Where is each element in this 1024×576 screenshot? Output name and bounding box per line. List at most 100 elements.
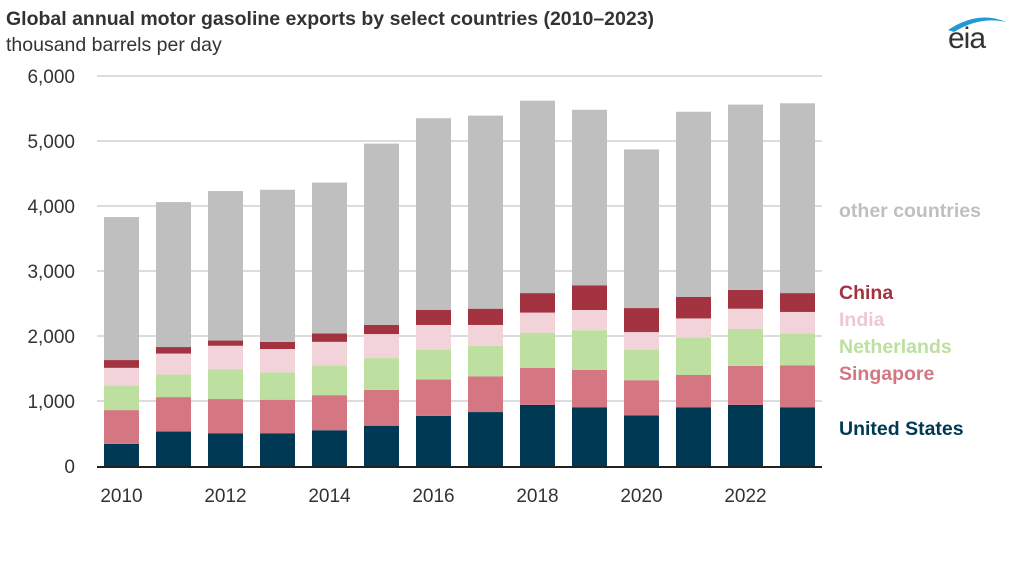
bar-segment-united-states [104,443,139,466]
legend-label: Netherlands [839,336,952,358]
bar-segment-india [104,367,139,386]
x-tick-label: 2018 [516,486,558,507]
bar-segment-china [728,289,763,309]
bar-segment-singapore [520,367,555,405]
bar-segment-singapore [780,365,815,408]
bar-segment-india [260,349,295,373]
bar-segment-united-states [572,407,607,466]
bar-segment-other-countries [156,202,191,348]
bar-segment-united-states [312,430,347,466]
bar-segment-singapore [676,375,711,408]
bar-segment-singapore [364,389,399,426]
bar-segment-other-countries [364,143,399,325]
bar-segment-united-states [520,404,555,466]
legend-label: India [839,309,885,331]
bar-segment-netherlands [468,345,503,377]
bar-segment-other-countries [572,109,607,286]
bar-segment-china [520,293,555,313]
bar-segment-other-countries [416,118,451,310]
y-tick-label: 1,000 [27,392,75,413]
bar-segment-china [260,341,295,349]
chart-title: Global annual motor gasoline exports by … [6,8,655,30]
bar-segment-united-states [416,415,451,466]
bar-segment-china [572,285,607,310]
y-tick-label: 6,000 [27,67,75,88]
bar-segment-united-states [676,407,711,466]
legend-label: other countries [839,200,981,222]
bar-segment-india [728,308,763,329]
bar-segment-netherlands [572,330,607,370]
bar-segment-other-countries [208,191,243,341]
bar-segment-other-countries [260,189,295,342]
bar-segment-netherlands [208,369,243,400]
bar-segment-china [624,308,659,333]
bar-segment-china [208,340,243,346]
bar-segment-united-states [468,412,503,466]
y-tick-label: 4,000 [27,197,75,218]
bar-segment-india [468,324,503,346]
bar-segment-other-countries [104,217,139,361]
x-tick-label: 2012 [204,486,246,507]
bar-segment-other-countries [520,100,555,294]
bar-segment-netherlands [156,374,191,398]
chart-subtitle: thousand barrels per day [6,34,222,56]
bar-segment-netherlands [364,358,399,390]
bar-segment-other-countries [624,149,659,309]
bar-segment-india [312,341,347,366]
bar-segment-india [208,345,243,370]
legend-label: China [839,282,893,304]
bar-segment-india [624,332,659,350]
x-tick-label: 2014 [308,486,351,507]
y-tick-label: 5,000 [27,132,75,153]
bar-segment-singapore [468,376,503,413]
eia-logo: eia [940,8,1010,55]
bar-segment-china [156,347,191,354]
bar-segment-singapore [208,399,243,434]
bar-segment-netherlands [312,365,347,396]
bar-segment-india [572,310,607,331]
bar-segment-other-countries [780,103,815,294]
bar-segment-united-states [156,431,191,466]
bar-segment-netherlands [416,349,451,380]
bar-segment-netherlands [676,337,711,375]
bar-segment-other-countries [676,111,711,297]
bar-segment-india [364,334,399,359]
bar-segment-singapore [312,395,347,431]
bar-segment-singapore [156,397,191,432]
bar-segment-united-states [260,433,295,466]
bar-segment-netherlands [520,332,555,368]
bar-segment-netherlands [260,372,295,400]
bar-segment-china [676,297,711,319]
bar-segment-other-countries [312,182,347,334]
bar-segment-singapore [260,399,295,434]
bar-segment-netherlands [104,385,139,411]
bar-segment-india [156,353,191,375]
bar-segment-china [364,324,399,335]
bar-segment-china [104,360,139,368]
bar-segment-other-countries [728,104,763,290]
bar-segment-netherlands [780,333,815,366]
legend-label: United States [839,418,964,440]
x-tick-label: 2022 [724,486,766,507]
bar-segment-china [468,308,503,325]
x-tick-label: 2010 [100,486,142,507]
bar-segment-china [312,333,347,342]
bar-segment-united-states [208,433,243,466]
bar-segment-india [780,311,815,334]
bar-segment-singapore [416,379,451,416]
bar-segment-india [416,324,451,350]
logo-text: eia [948,22,986,55]
y-tick-label: 2,000 [27,327,75,348]
bar-segment-netherlands [624,349,659,381]
x-tick-label: 2016 [412,486,454,507]
bar-segment-united-states [780,407,815,466]
bar-segment-singapore [572,369,607,408]
bar-segment-united-states [624,415,659,466]
bar-segment-china [416,310,451,325]
bar-segment-china [780,293,815,312]
bar-segment-india [676,318,711,338]
legend-label: Singapore [839,363,935,385]
y-tick-label: 0 [64,457,75,478]
